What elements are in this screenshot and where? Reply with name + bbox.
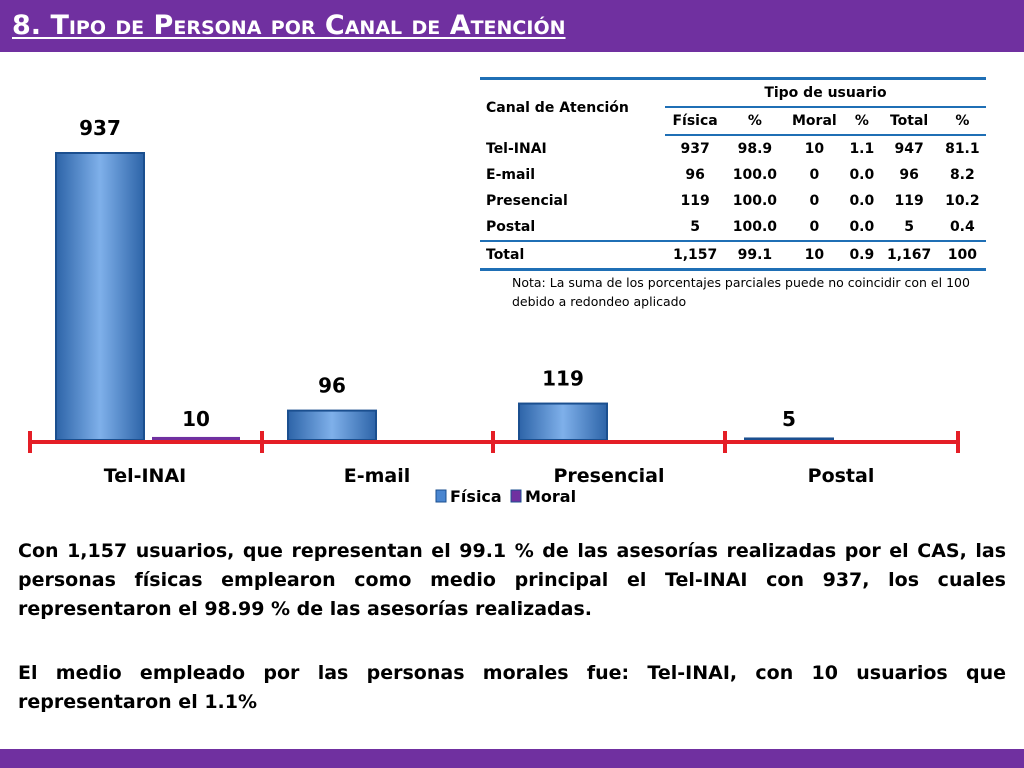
table-row: E-mail 96 100.0 0 0.0 96 8.2 [480, 162, 986, 188]
table-cell: 81.1 [945, 141, 980, 157]
bar-chart: 937 10 96 119 5 Tel-INAI E-mail Presencial Posta… [28, 116, 960, 506]
bar-fisica-presencial [518, 402, 608, 441]
category-label: E-mail [344, 465, 411, 487]
summary-paragraph-2: El medio empleado por las personas moral… [18, 662, 1006, 713]
table-cell: 0 [809, 193, 820, 209]
table-cell: 8.2 [949, 167, 975, 183]
table-row: Postal 5 100.0 0 0.0 5 0.4 [480, 214, 986, 241]
table-cell: 10 [804, 141, 825, 157]
legend-label: Física [450, 487, 502, 506]
table-total-row: Total 1,157 99.1 10 0.9 1,167 100 [480, 240, 986, 271]
table-cell: 99.1 [725, 240, 785, 271]
table-cell: Presencial [486, 193, 568, 209]
header-canal: Canal de Atención [480, 77, 665, 135]
data-label: 119 [542, 367, 584, 391]
table-cell: 98.9 [737, 141, 773, 157]
table-cell: 100.0 [732, 219, 778, 235]
table-note: Nota: La suma de los porcentajes parcial… [512, 275, 970, 309]
table-cell: 0.0 [849, 193, 875, 209]
table-cell: 0 [809, 219, 820, 235]
subheader-cell: Total [879, 106, 939, 136]
bar-moral-tel-inai [152, 436, 240, 440]
data-label: 937 [79, 116, 121, 140]
table-cell: 5 [690, 219, 700, 235]
table-cell: 1.1 [849, 141, 875, 157]
table-row: Tel-INAI 937 98.9 10 1.1 947 81.1 [480, 135, 986, 162]
table-cell: E-mail [486, 167, 536, 183]
summary-paragraph-1: Con 1,157 usuarios, que representan el 9… [18, 540, 1006, 620]
bar-fisica-e-mail [287, 409, 377, 442]
category-label: Postal [808, 465, 875, 487]
table-cell: 119 [680, 193, 710, 209]
slide-title: 8. Tipo de Persona por Canal de Atención [12, 10, 566, 41]
table-cell: 119 [894, 193, 924, 209]
table-cell: 96 [685, 167, 705, 183]
table-row: Presencial 119 100.0 0 0.0 119 10.2 [480, 188, 986, 214]
table-cell: 96 [899, 167, 919, 183]
table-cell: 0 [809, 167, 820, 183]
table-cell: 0.9 [844, 240, 880, 271]
subheader-cell: % [844, 106, 880, 136]
data-table: Canal de Atención Tipo de usuario Física… [480, 77, 986, 271]
table-cell: 10 [784, 240, 845, 271]
header-tipo: Tipo de usuario [664, 77, 986, 107]
table-subheader-row: Física % Moral % Total % [480, 106, 986, 136]
table-cell: 947 [894, 141, 924, 157]
table-cell: 0.0 [849, 167, 875, 183]
table-cell: 1,157 [664, 240, 726, 271]
category-label: Presencial [553, 465, 664, 487]
table-cell: 0.0 [849, 219, 875, 235]
legend-label: Moral [525, 487, 576, 506]
legend-swatch-física [435, 489, 447, 503]
category-label: Tel-INAI [104, 465, 186, 487]
subheader-cell: Física [664, 106, 726, 136]
legend-swatch-moral [510, 489, 522, 503]
table-cell: Total [480, 240, 665, 271]
table-cell: Postal [486, 219, 536, 235]
table-cell: 100.0 [732, 167, 778, 183]
bar-fisica-postal [744, 437, 834, 441]
data-label: 5 [782, 407, 796, 431]
table-cell: 0.4 [949, 219, 975, 235]
title-bar: 8. Tipo de Persona por Canal de Atención [0, 0, 1024, 52]
table-cell: 100 [938, 240, 986, 271]
table-cell: 10.2 [945, 193, 980, 209]
subheader-cell: % [938, 106, 986, 136]
table-header-row: Canal de Atención Tipo de usuario [480, 77, 986, 135]
bar-fisica-tel-inai [55, 152, 145, 441]
bottom-bar [0, 749, 1024, 768]
table-cell: 1,167 [879, 240, 939, 271]
data-label: 10 [182, 407, 210, 431]
subheader-cell: % [725, 106, 785, 136]
subheader-cell: Moral [784, 106, 845, 136]
table-cell: 100.0 [732, 193, 778, 209]
data-label: 96 [318, 374, 346, 398]
table-cell: 937 [680, 141, 710, 157]
table-cell: 5 [904, 219, 914, 235]
table-cell: Tel-INAI [486, 140, 547, 157]
